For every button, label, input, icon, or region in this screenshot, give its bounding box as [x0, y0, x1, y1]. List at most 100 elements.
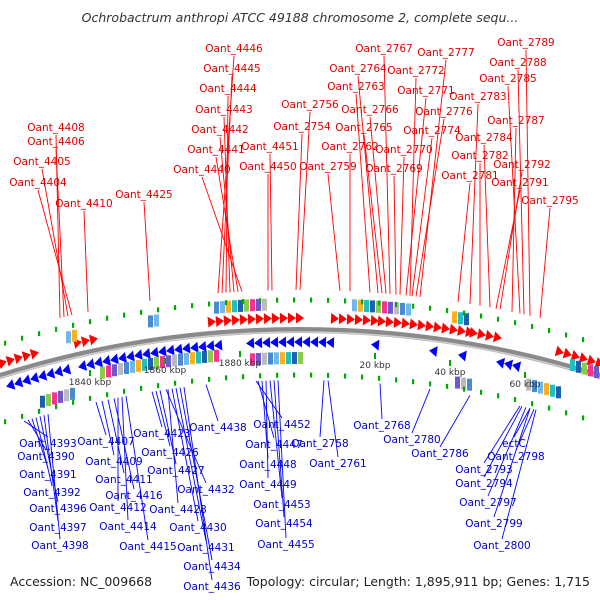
feature-block: [142, 358, 147, 371]
leader-line: [363, 134, 383, 294]
forward-gene: [477, 328, 486, 340]
gene-label: Oant_2798: [487, 451, 544, 463]
feature-block: [232, 300, 237, 313]
gene-label: Oant_4446: [205, 43, 263, 55]
inner-dot: [191, 378, 194, 384]
forward-gene: [330, 312, 339, 324]
leader-line: [355, 93, 371, 293]
forward-gene: [393, 316, 402, 328]
feature-block: [238, 299, 243, 312]
outer-dot: [140, 309, 143, 315]
leader-line: [499, 171, 523, 310]
inner-dot: [208, 376, 211, 382]
leader-line: [55, 148, 65, 318]
outer-dot: [378, 300, 381, 306]
gene-label: Oant_2791: [491, 177, 548, 189]
outer-dot: [565, 332, 568, 338]
reverse-gene: [254, 337, 263, 349]
leader-line: [515, 409, 535, 451]
inner-dot: [38, 408, 41, 414]
leader-line: [501, 409, 537, 540]
reverse-gene: [94, 356, 104, 368]
leader-line: [167, 389, 179, 504]
leader-line: [205, 384, 219, 422]
inner-dot: [21, 413, 24, 419]
feature-block: [52, 392, 57, 405]
gene-label: Oant_4432: [177, 484, 234, 496]
scale-tick-label: 40 kbp: [435, 368, 466, 378]
gene-label: Oant_4415: [119, 541, 176, 553]
gene-label: Oant_2774: [403, 125, 461, 137]
gene-label: Oant_2789: [497, 37, 554, 49]
leader-line: [31, 418, 49, 469]
gene-label: Oant_2759: [299, 161, 356, 173]
forward-gene: [554, 345, 564, 357]
leader-line: [319, 380, 325, 438]
outer-dot: [38, 331, 41, 337]
outer-dot: [72, 322, 75, 328]
outer-dot: [106, 315, 109, 321]
backbone-ring: [0, 327, 600, 380]
reverse-gene: [270, 336, 279, 348]
leader-line: [383, 55, 391, 294]
topology-text: Topology: circular; Length: 1,895,911 bp…: [246, 574, 590, 589]
feature-block: [394, 302, 399, 315]
leader-line: [125, 396, 149, 541]
gene-label: Oant_2767: [355, 43, 412, 55]
leader-line: [179, 387, 213, 561]
outer-dot: [4, 340, 7, 346]
forward-gene: [271, 312, 280, 324]
reverse-gene: [54, 365, 64, 377]
gene-label: Oant_4392: [23, 487, 80, 499]
feature-block: [364, 299, 369, 312]
leader-line: [405, 97, 427, 296]
inner-dot: [531, 401, 534, 407]
inner-dot: [140, 385, 143, 391]
reverse-gene: [214, 339, 223, 351]
gene-label: Oant_4428: [149, 504, 206, 516]
outer-dot: [395, 301, 398, 307]
inner-dot: [497, 393, 500, 399]
reverse-gene: [62, 363, 72, 375]
leader-line: [183, 387, 213, 581]
gene-label: Oant_2792: [493, 159, 550, 171]
leader-line: [23, 420, 49, 438]
inner-dot: [106, 392, 109, 398]
leader-line: [539, 207, 551, 319]
leader-line: [171, 388, 199, 522]
scale-tick-label: 1840 kbp: [69, 378, 112, 388]
forward-gene: [594, 357, 600, 368]
backbone-highlight: [0, 331, 600, 379]
inner-dot: [123, 388, 126, 394]
reverse-gene: [262, 336, 271, 348]
leader-line: [277, 380, 287, 539]
gene-label: Oant_2785: [479, 73, 536, 85]
feature-block: [136, 359, 141, 372]
reverse-gene: [118, 352, 127, 363]
outer-dot: [531, 323, 534, 329]
leader-line: [269, 380, 283, 499]
leader-line: [257, 380, 275, 439]
gene-label: Oant_2754: [273, 121, 331, 133]
reverse-gene: [166, 344, 175, 356]
feature-block: [172, 354, 177, 367]
forward-gene: [485, 329, 494, 341]
feature-block: [40, 395, 45, 408]
leader-line: [47, 413, 61, 540]
gene-label: Oant_2786: [411, 448, 469, 460]
leader-line: [269, 153, 273, 291]
feature-block: [166, 355, 171, 368]
leader-line: [143, 201, 151, 301]
inner-dot: [429, 381, 432, 387]
gene-label: Oant_2780: [383, 434, 440, 446]
inner-dot: [89, 395, 92, 401]
feature-block: [184, 352, 189, 365]
leader-line: [101, 400, 115, 456]
feature-block: [400, 302, 405, 315]
leader-line: [493, 408, 531, 518]
leader-line: [255, 380, 283, 419]
feature-block: [280, 352, 285, 365]
forward-gene: [417, 319, 426, 331]
feature-block: [70, 387, 75, 400]
